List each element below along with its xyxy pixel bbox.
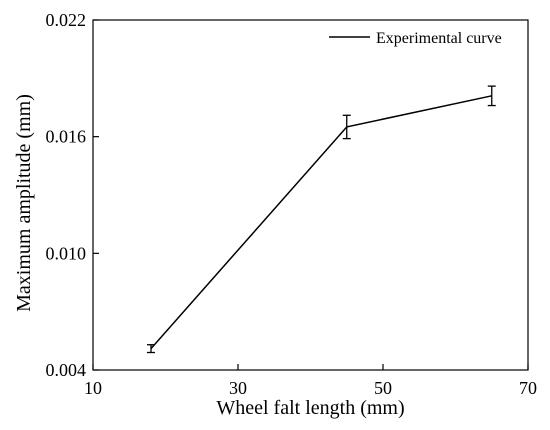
x-tick-label: 50	[374, 378, 392, 398]
legend-label: Experimental curve	[376, 30, 502, 47]
y-tick-label: 0.022	[46, 10, 87, 30]
x-tick-label: 10	[84, 378, 102, 398]
y-tick-label: 0.016	[46, 127, 87, 147]
x-axis-title: Wheel falt length (mm)	[216, 397, 404, 419]
error-bar	[487, 85, 496, 107]
legend: Experimental curve	[329, 30, 502, 47]
plot-frame	[92, 19, 529, 371]
error-bar	[147, 344, 155, 354]
x-tick-label: 70	[519, 378, 537, 398]
series-layer	[147, 85, 496, 354]
plot-area-border	[92, 19, 529, 371]
error-bar	[342, 114, 351, 140]
x-axis-ticks: 10 30 50 70	[84, 364, 537, 398]
x-tick-label: 30	[229, 378, 247, 398]
y-axis-ticks: 0.004 0.010 0.016 0.022	[46, 10, 99, 380]
y-tick-label: 0.004	[46, 360, 87, 380]
y-tick-label: 0.010	[46, 243, 87, 263]
y-axis-title: Maximum amplitude (mm)	[13, 94, 35, 312]
